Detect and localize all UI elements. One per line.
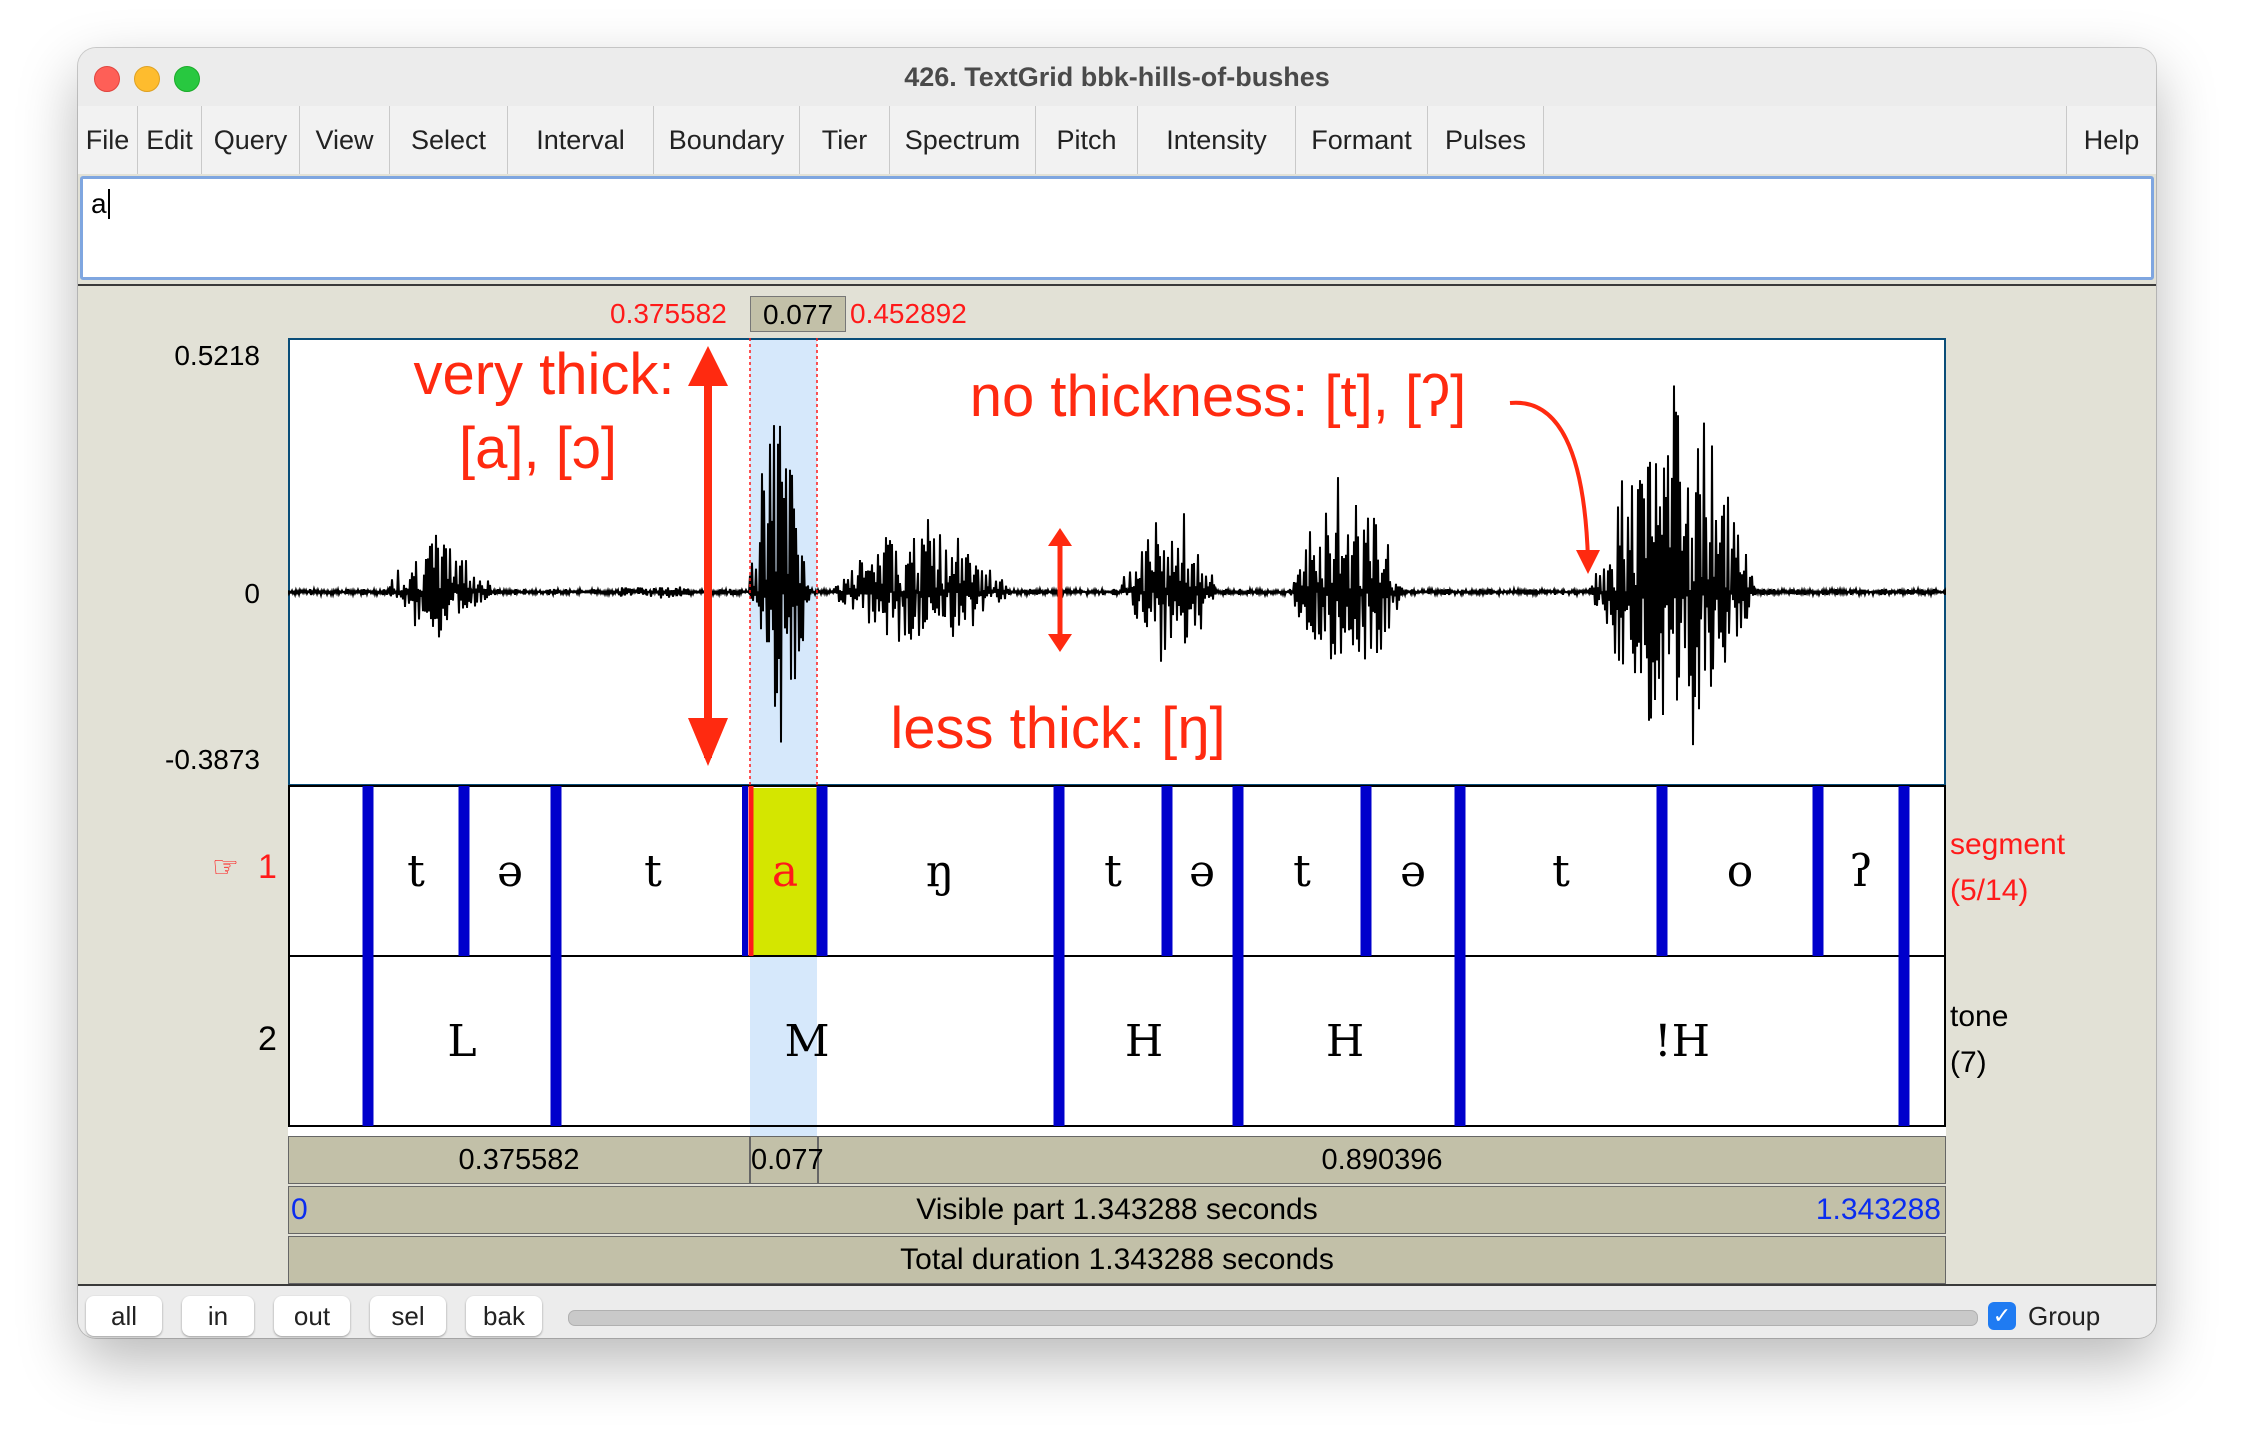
selection-highlight: [750, 338, 817, 1138]
waveform-trace: [288, 385, 1946, 746]
title-bar: 426. TextGrid bbk-hills-of-bushes: [78, 48, 2156, 107]
annotation-no-thickness: no thickness: [t], [ʔ]: [970, 364, 1466, 429]
menu-query[interactable]: Query: [202, 106, 300, 174]
group-label: Group: [2028, 1301, 2101, 1331]
tier-2-name: tone: [1950, 1000, 2009, 1033]
segment-interval-label: t: [644, 846, 662, 897]
total-duration-row[interactable]: Total duration 1.343288 seconds: [288, 1236, 1946, 1284]
segment-interval-label: ə: [1189, 846, 1215, 897]
menu-select[interactable]: Select: [390, 106, 508, 174]
menu-view[interactable]: View: [300, 106, 390, 174]
menu-intensity[interactable]: Intensity: [1138, 106, 1296, 174]
no-thickness-arrow: [1509, 400, 1590, 561]
horizontal-scrollbar[interactable]: [568, 1310, 1978, 1326]
zoom-all-button[interactable]: all: [86, 1296, 162, 1336]
duration-row: 0.375582 0.077 0.890396: [288, 1136, 1946, 1184]
selection-end-label: 0.452892: [850, 298, 967, 329]
tier-1-pointer-icon[interactable]: ☞: [212, 851, 239, 884]
zoom-back-button[interactable]: bak: [466, 1296, 542, 1336]
visible-start: 0: [291, 1193, 308, 1226]
segment-boundaries[interactable]: [362, 786, 1910, 956]
segment-interval-label: t: [407, 846, 425, 897]
tier-tone[interactable]: [288, 955, 1946, 1127]
zoom-sel-button[interactable]: sel: [370, 1296, 446, 1336]
no-thickness-arrow-head: [1576, 550, 1600, 574]
close-button[interactable]: [94, 66, 120, 92]
visible-part-row[interactable]: 0 Visible part 1.343288 seconds 1.343288: [288, 1186, 1946, 1234]
menu-interval[interactable]: Interval: [508, 106, 654, 174]
very-thick-arrow-head-bottom: [688, 718, 728, 766]
zoom-in-button[interactable]: in: [182, 1296, 254, 1336]
selected-interval[interactable]: [750, 788, 817, 955]
tier-1-name: segment: [1950, 828, 2066, 861]
menu-boundary[interactable]: Boundary: [654, 106, 800, 174]
segment-interval-label: t: [1552, 846, 1570, 897]
tone-boundaries[interactable]: [362, 956, 1910, 1126]
tone-interval-label: H: [1125, 1016, 1163, 1067]
tier-segment[interactable]: [288, 785, 1946, 957]
group-checkbox[interactable]: ✓: [1988, 1302, 2016, 1330]
menu-file[interactable]: File: [78, 106, 138, 174]
menu-help[interactable]: Help: [2066, 106, 2156, 174]
textgrid-window: 426. TextGrid bbk-hills-of-bushes File E…: [78, 48, 2156, 1338]
segment-interval-label: ʔ: [1849, 846, 1873, 897]
menu-bar: File Edit Query View Select Interval Bou…: [78, 106, 2156, 174]
menu-pitch[interactable]: Pitch: [1036, 106, 1138, 174]
tier-2-count: (7): [1950, 1046, 1987, 1079]
segment-interval-label: o: [1727, 846, 1754, 897]
less-thick-arrow-head-top: [1048, 528, 1072, 546]
segment-interval-label: ŋ: [926, 846, 954, 897]
visible-part-label: Visible part 1.343288 seconds: [916, 1193, 1318, 1226]
menu-formant[interactable]: Formant: [1296, 106, 1428, 174]
waveform-ymax-label: 0.5218: [174, 340, 260, 371]
tone-interval-label: H: [1326, 1016, 1364, 1067]
interval-text-field[interactable]: a: [80, 176, 2154, 280]
bottom-bar: all in out sel bak ✓ Group: [78, 1284, 2156, 1338]
waveform-ymin-label: -0.3873: [165, 744, 260, 775]
tier-1-count: (5/14): [1950, 874, 2029, 907]
tone-interval-label: L: [447, 1016, 476, 1067]
very-thick-arrow-head-top: [688, 346, 728, 386]
annotation-very-thick-2: [a], [ɔ]: [459, 416, 617, 481]
annotation-less-thick: less thick: [ŋ]: [890, 696, 1225, 761]
visible-end: 1.343288: [1815, 1193, 1941, 1226]
sound-textgrid-panel[interactable]: very thick: [a], [ɔ] no thickness: [t], …: [288, 338, 1946, 1138]
annotation-very-thick-1: very thick:: [413, 342, 674, 407]
tier-2-number[interactable]: 2: [258, 1020, 277, 1058]
segment-interval-label-selected: a: [772, 846, 798, 897]
tone-interval-label: !H: [1654, 1016, 1710, 1067]
separator: [78, 284, 2156, 286]
duration-left[interactable]: 0.375582: [289, 1137, 751, 1183]
window-title: 426. TextGrid bbk-hills-of-bushes: [904, 62, 1330, 92]
segment-interval-label: t: [1293, 846, 1311, 897]
selection-duration-label: 0.077: [750, 296, 846, 332]
interval-text-value: a: [91, 189, 110, 219]
waveform-zero-label: 0: [244, 578, 260, 609]
menu-tier[interactable]: Tier: [800, 106, 890, 174]
duration-selected[interactable]: 0.077: [751, 1137, 824, 1183]
segment-interval-label: ə: [1400, 846, 1426, 897]
less-thick-arrow-head-bottom: [1048, 634, 1072, 652]
segment-interval-label: ə: [497, 846, 523, 897]
tier-1-number[interactable]: 1: [258, 848, 277, 886]
duration-right[interactable]: 0.890396: [1321, 1144, 1443, 1176]
menu-edit[interactable]: Edit: [138, 106, 202, 174]
segment-interval-label: t: [1104, 846, 1122, 897]
selection-start-label: 0.375582: [610, 298, 727, 329]
tone-interval-label: M: [784, 1016, 829, 1067]
menu-spectrum[interactable]: Spectrum: [890, 106, 1036, 174]
zoom-out-button[interactable]: out: [274, 1296, 350, 1336]
minimize-button[interactable]: [134, 66, 160, 92]
menu-pulses[interactable]: Pulses: [1428, 106, 1544, 174]
maximize-button[interactable]: [174, 66, 200, 92]
